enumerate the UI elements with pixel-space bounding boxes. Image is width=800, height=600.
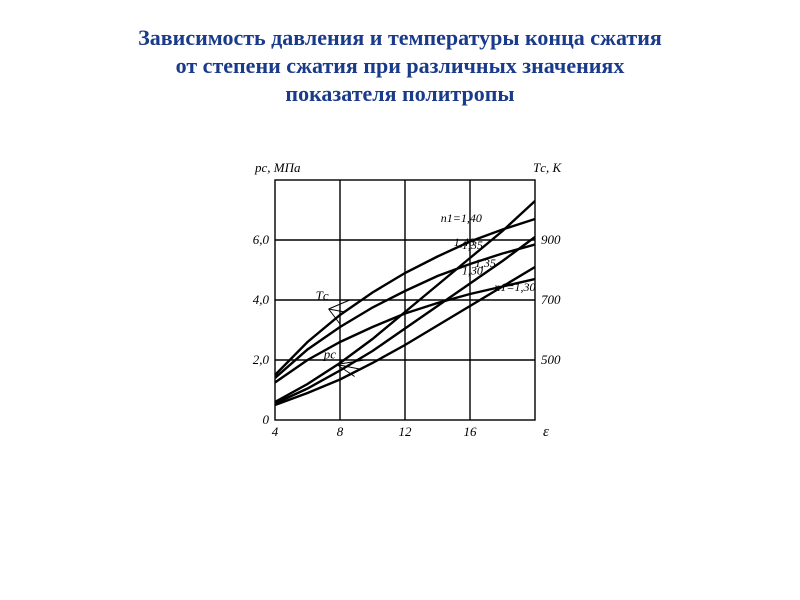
yleft-axis-label: pс, МПа bbox=[254, 160, 301, 175]
xtick-label: 8 bbox=[337, 424, 344, 439]
xtick-label: 12 bbox=[399, 424, 413, 439]
page-title: Зависимость давления и температуры конца… bbox=[60, 24, 740, 108]
yright-axis-label: Tс, К bbox=[533, 160, 563, 175]
annotation-label: Tс bbox=[316, 288, 329, 303]
yleft-tick-label: 4,0 bbox=[253, 292, 270, 307]
yleft-tick-label: 6,0 bbox=[253, 232, 270, 247]
chart-compression: 4 8 12 16 ε 0 2,0 4,0 6,0 pс, МПа 500 700 900 Tс, К n1… bbox=[230, 150, 575, 450]
annotation-label: pс bbox=[323, 347, 337, 362]
yright-tick-label: 900 bbox=[541, 232, 561, 247]
xtick-label: 4 bbox=[272, 424, 279, 439]
chart-svg: 4 8 12 16 ε 0 2,0 4,0 6,0 pс, МПа 500 700 900 Tс, К n1… bbox=[230, 150, 575, 450]
curve-label: n1=1,30 bbox=[494, 280, 535, 294]
annotation-leader bbox=[329, 300, 350, 309]
xtick-label: 16 bbox=[464, 424, 478, 439]
x-axis-label: ε bbox=[543, 424, 549, 440]
curve-label: 1,35 bbox=[475, 256, 496, 270]
yleft-tick-label: 0 bbox=[263, 412, 270, 427]
yleft-tick-label: 2,0 bbox=[253, 352, 270, 367]
curve-label: n1=1,40 bbox=[441, 211, 482, 225]
curve-label: 1,40 bbox=[454, 235, 475, 249]
yright-tick-label: 500 bbox=[541, 352, 561, 367]
yright-tick-label: 700 bbox=[541, 292, 561, 307]
